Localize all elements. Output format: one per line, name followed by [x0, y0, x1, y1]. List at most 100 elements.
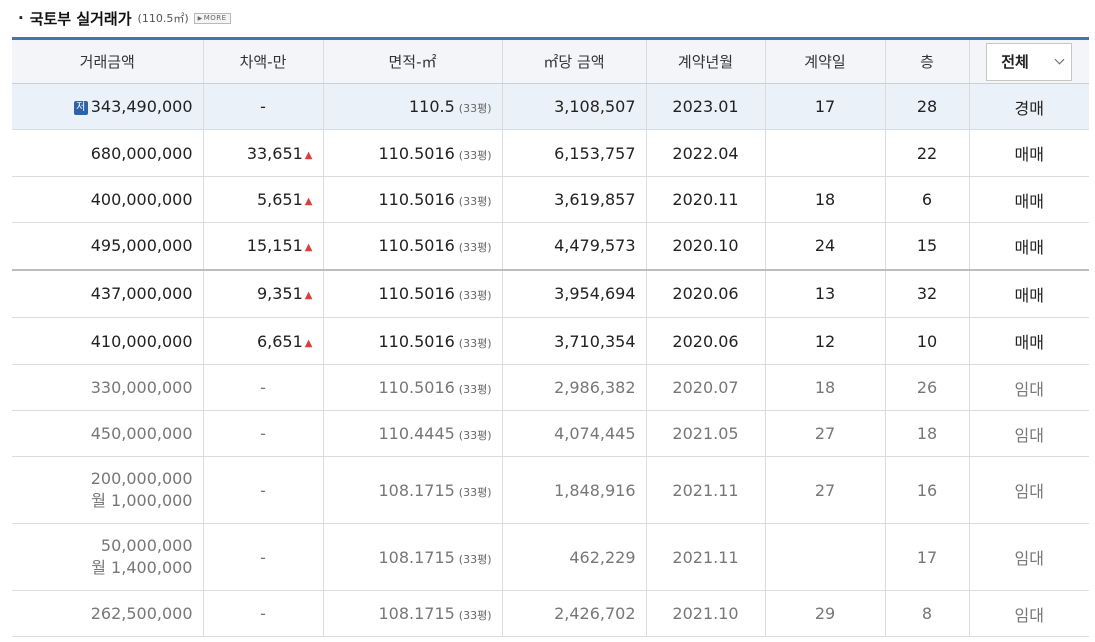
col-header-price[interactable]: 거래금액: [12, 37, 204, 84]
price-value: 330,000,000: [90, 378, 193, 397]
lowest-price-badge: 저: [73, 101, 88, 115]
table-row[interactable]: 410,000,000 6,651 ▲ 110.5016 (33평) 3,710,354 2…: [12, 317, 1089, 365]
table-header-row: 거래금액 차액-만 면적-㎡ ㎡당 금액 계약년월 계약일 층 전체: [12, 37, 1089, 84]
diff-value: 15,151: [246, 236, 303, 256]
price-value: 200,000,000: [90, 469, 193, 488]
pyeong-value: (33평): [458, 148, 492, 162]
cell-diff: 6,651 ▲: [203, 317, 324, 365]
col-header-diff[interactable]: 차액-만: [203, 37, 324, 84]
area-value: 110.5016: [378, 284, 455, 304]
cell-floor: 15: [885, 222, 970, 271]
cell-diff: -: [203, 410, 324, 457]
cell-type: 경매: [969, 83, 1089, 130]
table-row[interactable]: 저 343,490,000-110.5 (33평) 3,108,507 2023.01 1…: [12, 83, 1089, 130]
cell-price: 450,000,000: [12, 410, 204, 457]
area-value: 110.5016: [378, 190, 455, 209]
cell-type: 매매: [969, 317, 1089, 365]
cell-per-m2: 462,229: [502, 523, 647, 591]
cell-year-month: 2020.07: [646, 364, 766, 411]
diff-value: -: [260, 480, 266, 500]
cell-year-month: 2021.05: [646, 410, 766, 457]
table-row[interactable]: 680,000,000 33,651 ▲ 110.5016 (33평) 6,153,757…: [12, 129, 1089, 177]
price-value: 410,000,000: [90, 331, 193, 351]
pyeong-value: (33평): [458, 195, 492, 208]
diff-value: -: [260, 604, 266, 623]
cell-price: 330,000,000: [12, 364, 204, 411]
cell-floor: 8: [885, 590, 970, 637]
pyeong-value: (33평): [458, 609, 492, 622]
col-header-type-filter: 전체: [969, 37, 1089, 84]
diff-value: 33,651: [246, 143, 303, 163]
cell-year-month: 2020.10: [646, 222, 766, 271]
pyeong-value: (33평): [458, 552, 492, 566]
area-value: 110.5016: [378, 143, 455, 163]
up-triangle-icon: ▲: [304, 337, 313, 349]
up-triangle-icon: ▲: [304, 290, 313, 302]
cell-per-m2: 2,986,382: [502, 364, 647, 411]
monthly-rent-value: 월 1,400,000: [91, 558, 193, 577]
pyeong-value: (33평): [458, 241, 492, 255]
cell-year-month: 2021.11: [646, 456, 766, 524]
type-filter-select[interactable]: 전체: [986, 42, 1073, 81]
price-value: 400,000,000: [90, 190, 193, 209]
cell-area: 110.5016 (33평): [323, 269, 503, 318]
table-row[interactable]: 450,000,000-110.4445 (33평) 4,074,445 2021.0…: [12, 410, 1089, 457]
cell-diff: -: [203, 590, 324, 637]
area-value: 110.5016: [378, 331, 455, 351]
cell-year-month: 2023.01: [646, 83, 766, 130]
cell-day: 12: [765, 317, 886, 365]
col-header-floor[interactable]: 층: [885, 37, 970, 84]
cell-price: 저 343,490,000: [12, 83, 204, 130]
table-row[interactable]: 330,000,000 - 110.5016 (33평) 2,986,382 2020.0…: [12, 364, 1089, 411]
cell-per-m2: 1,848,916: [502, 456, 647, 524]
diff-value: 6,651: [256, 331, 303, 351]
area-value: 110.4445: [378, 424, 455, 443]
table-row[interactable]: 437,000,000 9,351 ▲ 110.5016 (33평) 3,954,694 2…: [12, 269, 1089, 318]
col-header-year-month[interactable]: 계약년월: [646, 37, 766, 84]
area-value: 108.1715: [378, 604, 455, 623]
section-header: · 국토부 실거래가 (110.5㎡) ▶ MORE: [18, 8, 231, 28]
more-label: MORE: [203, 14, 227, 22]
pyeong-value: (33평): [458, 336, 492, 350]
diff-value: -: [260, 378, 266, 397]
cell-type: 임대: [969, 590, 1089, 637]
table-row[interactable]: 200,000,000 월 1,000,000-108.1715 (33평) 1,84…: [12, 456, 1089, 524]
cell-area: 108.1715 (33평): [323, 456, 503, 524]
table-row[interactable]: 50,000,000 월 1,400,000-108.1715 (33평) 462,2…: [12, 523, 1089, 591]
area-value: 110.5: [408, 97, 455, 116]
more-button[interactable]: ▶ MORE: [193, 12, 231, 24]
cell-type: 임대: [969, 523, 1089, 591]
play-icon: ▶: [197, 14, 203, 22]
cell-diff: -: [203, 456, 324, 524]
diff-value: 5,651: [256, 190, 303, 209]
cell-floor: 28: [885, 83, 970, 130]
type-filter-value: 전체: [1001, 53, 1029, 71]
bullet: ·: [18, 9, 24, 27]
cell-diff: -: [203, 523, 324, 591]
price-value: 495,000,000: [90, 236, 193, 256]
cell-type: 매매: [969, 129, 1089, 177]
cell-type: 매매: [969, 176, 1089, 223]
table-row[interactable]: 495,000,000 15,151 ▲ 110.5016 (33평) 4,479,573…: [12, 222, 1089, 271]
cell-price: 410,000,000: [12, 317, 204, 365]
cell-diff: 15,151 ▲: [203, 222, 324, 271]
cell-diff: 33,651 ▲: [203, 129, 324, 177]
cell-area: 110.5016 (33평): [323, 317, 503, 365]
cell-type: 임대: [969, 456, 1089, 524]
price-value: 437,000,000: [90, 284, 193, 304]
cell-diff: -: [203, 83, 324, 130]
cell-year-month: 2021.11: [646, 523, 766, 591]
col-header-day[interactable]: 계약일: [765, 37, 886, 84]
chevron-down-icon: [1054, 54, 1065, 65]
col-header-area[interactable]: 면적-㎡: [323, 37, 503, 84]
cell-floor: 6: [885, 176, 970, 223]
pyeong-value: (33평): [458, 289, 492, 303]
cell-price: 437,000,000: [12, 269, 204, 318]
cell-price: 262,500,000: [12, 590, 204, 637]
table-row[interactable]: 400,000,000 5,651 ▲ 110.5016 (33평) 3,619,857 2…: [12, 176, 1089, 223]
cell-floor: 26: [885, 364, 970, 411]
col-header-per-m2[interactable]: ㎡당 금액: [502, 37, 647, 84]
cell-type: 임대: [969, 410, 1089, 457]
table-row[interactable]: 262,500,000-108.1715 (33평) 2,426,702 2021.1…: [12, 590, 1089, 637]
cell-area: 110.5016 (33평): [323, 364, 503, 411]
